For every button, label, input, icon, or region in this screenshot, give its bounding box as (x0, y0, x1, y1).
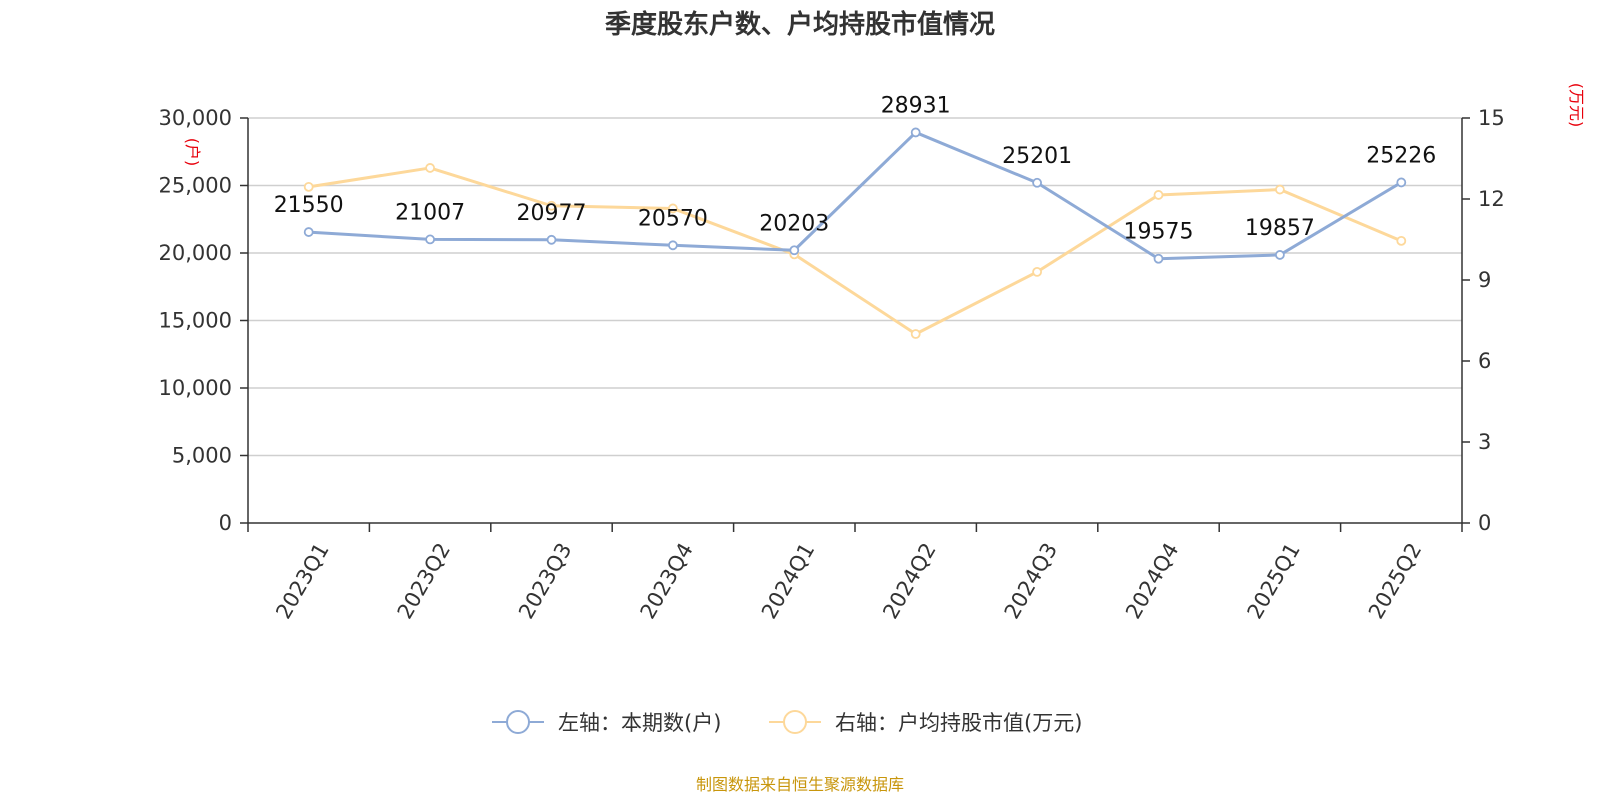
series-lines (303, 127, 1407, 339)
data-point-right (668, 203, 678, 214)
left-axis-unit: (户) (183, 138, 202, 167)
data-point-left (910, 127, 921, 138)
right-axis-tick-label: 15 (1478, 106, 1505, 130)
data-point-left (1032, 177, 1042, 188)
x-axis-tick-label: 2023Q1 (271, 539, 333, 623)
x-axis-tick-label: 2024Q1 (757, 539, 819, 623)
data-point-right (1153, 190, 1164, 200)
x-axis-tick-label: 2023Q4 (636, 539, 698, 623)
data-point-left (303, 227, 314, 237)
left-axis-tick-label: 5,000 (172, 444, 232, 468)
data-label: 20203 (759, 211, 829, 236)
x-axis-tick-label: 2025Q1 (1243, 539, 1305, 623)
data-label: 19857 (1245, 216, 1315, 241)
data-point-left (1275, 250, 1285, 260)
right-axis-tick-label: 12 (1478, 187, 1505, 211)
left-axis-tick-label: 10,000 (159, 376, 232, 400)
left-axis-tick-label: 30,000 (159, 106, 232, 130)
data-point-left (668, 240, 678, 251)
legend-item-right[interactable]: 右轴：户均持股市值(万元) (769, 710, 1082, 735)
data-point-left (425, 234, 436, 245)
axes: 0 5,000 10,000 15,000 20,000 25,000 30,000 0 3 6 9… (159, 106, 1505, 623)
series-line-right (308, 166, 1402, 336)
data-label: 21550 (274, 193, 344, 218)
data-source-note: 制图数据来自恒生聚源数据库 (696, 775, 904, 794)
data-point-right (546, 200, 557, 211)
data-point-right (303, 181, 314, 192)
legend-item-left[interactable]: 左轴：本期数(户) (492, 710, 721, 735)
series-line-left (308, 130, 1403, 261)
data-point-left (1153, 253, 1164, 264)
left-axis-tick-label: 25,000 (159, 174, 232, 198)
legend-circle-icon (783, 710, 807, 734)
data-label: 25201 (1002, 144, 1072, 169)
data-point-left (1396, 177, 1407, 188)
data-label: 25226 (1366, 143, 1436, 168)
grid-lines (248, 117, 1462, 457)
legend-label: 右轴：户均持股市值(万元) (835, 711, 1082, 735)
right-axis-tick-label: 6 (1478, 349, 1491, 373)
data-label: 19575 (1124, 220, 1194, 245)
right-axis-tick-label: 3 (1478, 430, 1491, 454)
data-label: 28931 (881, 93, 951, 118)
data-label: 20977 (517, 201, 587, 226)
data-point-right (425, 163, 436, 173)
data-point-left (789, 245, 800, 256)
right-axis-unit: (万元) (1567, 83, 1586, 128)
x-axis-tick-label: 2024Q3 (1000, 539, 1062, 623)
right-axis-tick-label: 0 (1478, 511, 1491, 535)
left-axis-tick-label: 20,000 (159, 241, 232, 265)
data-label: 20570 (638, 206, 708, 231)
data-labels: 21550 21007 20977 20570 20203 28931 25201 19575… (274, 93, 1437, 244)
legend[interactable]: 左轴：本期数(户) 右轴：户均持股市值(万元) (492, 710, 1082, 735)
data-point-right (1396, 235, 1407, 246)
legend-circle-icon (506, 710, 530, 734)
x-axis-tick-label: 2025Q2 (1364, 539, 1426, 623)
x-axis-tick-label: 2024Q4 (1121, 539, 1183, 623)
data-point-right (1275, 184, 1285, 195)
data-point-left (546, 234, 557, 245)
data-label: 21007 (395, 200, 465, 225)
legend-label: 左轴：本期数(户) (558, 711, 721, 735)
left-axis-tick-label: 15,000 (159, 309, 232, 333)
data-point-right (1032, 266, 1042, 277)
left-axis-tick-label: 0 (219, 511, 232, 535)
data-point-right (910, 329, 921, 339)
chart-title: 季度股东户数、户均持股市值情况 (605, 9, 995, 40)
x-axis-tick-label: 2024Q2 (878, 539, 940, 623)
right-axis-tick-label: 9 (1478, 268, 1491, 292)
x-axis-tick-label: 2023Q2 (393, 539, 455, 623)
x-axis-tick-label: 2023Q3 (514, 539, 576, 623)
